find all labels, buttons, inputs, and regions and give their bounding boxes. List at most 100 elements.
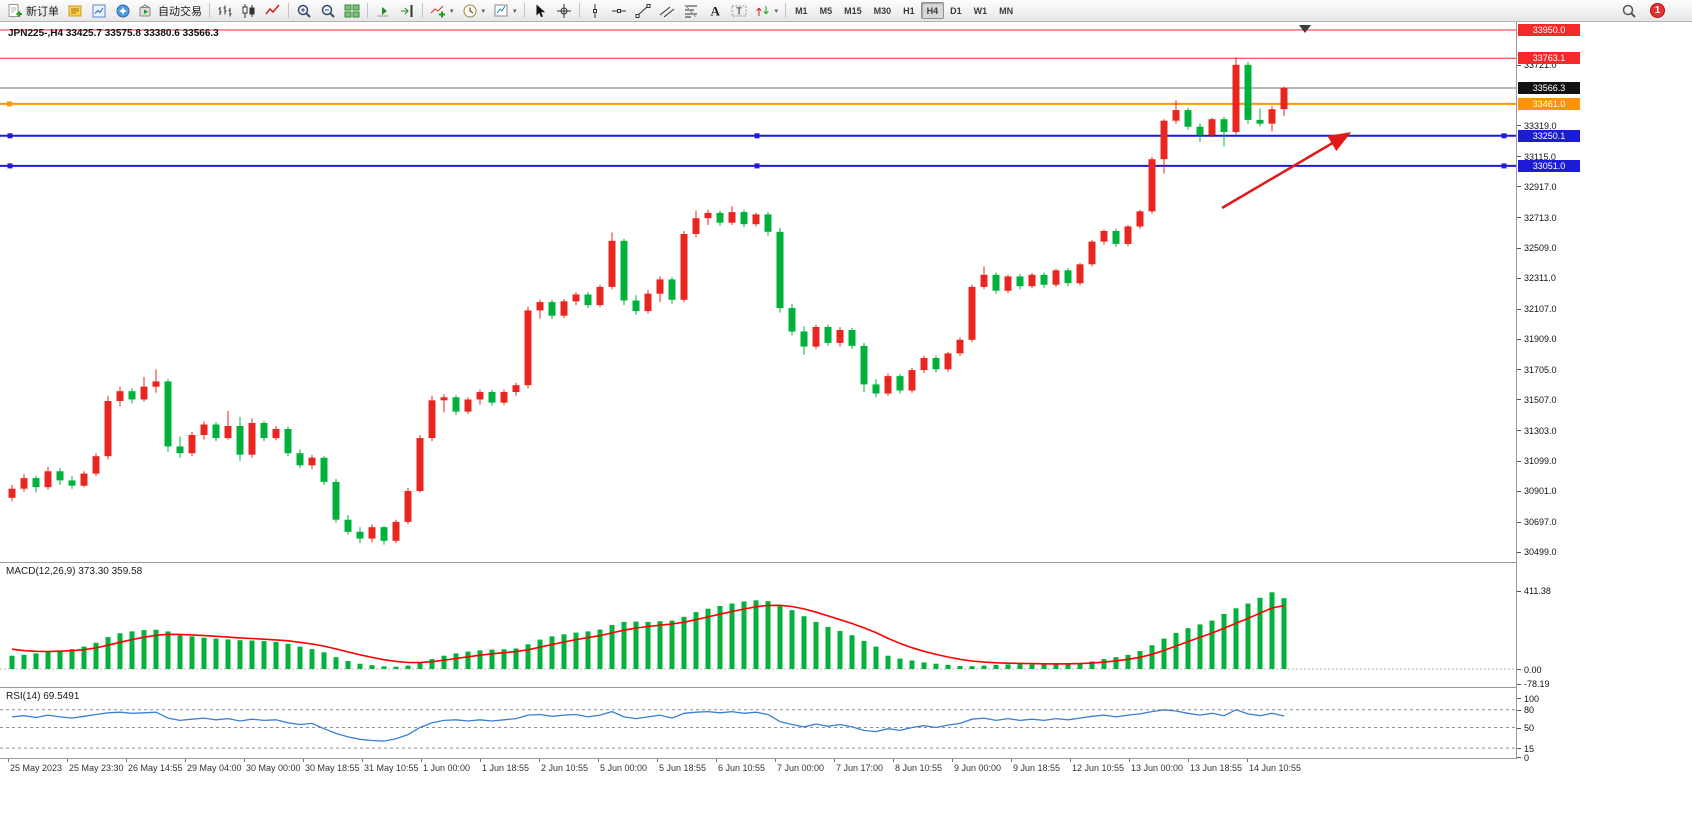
- metaeditor-button[interactable]: [63, 1, 87, 20]
- rsi-scale-label: 15: [1524, 743, 1535, 754]
- equidistant-channel-button[interactable]: [655, 1, 679, 20]
- market-watch-button[interactable]: [87, 1, 111, 20]
- toolbar-separator: [523, 3, 525, 18]
- line-handle[interactable]: [7, 101, 12, 107]
- chart-shift-button[interactable]: [395, 1, 419, 20]
- price-axis-label: 30697.0: [1524, 517, 1557, 528]
- timeframe-d1-button[interactable]: D1: [950, 5, 962, 16]
- line-handle[interactable]: [1501, 133, 1507, 139]
- timeframe-h1-button[interactable]: H1: [903, 5, 915, 16]
- price-axis-label: 33721.0: [1524, 60, 1557, 71]
- line-handle[interactable]: [754, 163, 760, 169]
- price-axis-label: 31909.0: [1524, 334, 1557, 344]
- navigator-button[interactable]: [111, 1, 135, 20]
- horizontal-lines: [0, 29, 1516, 169]
- timeframe-m30-button[interactable]: M30: [873, 5, 892, 16]
- periods-button[interactable]: ▾: [458, 1, 490, 20]
- chart-shift-marker[interactable]: [1299, 25, 1311, 33]
- macd-canvas[interactable]: [0, 563, 1516, 687]
- cursor-icon: [532, 3, 548, 19]
- templates-button[interactable]: ▾: [489, 1, 521, 20]
- line-handle[interactable]: [754, 133, 760, 139]
- price-badge-33950: 33950.0: [1518, 24, 1580, 36]
- price-axis-label: 32311.0: [1524, 273, 1556, 284]
- rsi-line: [11, 709, 1285, 742]
- arrows-button[interactable]: ▾: [751, 1, 783, 20]
- timeframe-m15-button[interactable]: M15: [844, 5, 862, 16]
- autotrading-button[interactable]: 自动交易: [135, 1, 206, 20]
- time-axis-label: 13 Jun 00:00: [1131, 763, 1184, 773]
- time-axis-label: 26 May 14:55: [128, 763, 183, 773]
- chevron-down-icon: ▾: [513, 7, 517, 15]
- timeframe-w1-button[interactable]: W1: [973, 5, 988, 16]
- rsi-panel: RSI(14) 69.5491: [0, 688, 1516, 758]
- bar-chart-button[interactable]: [213, 1, 237, 20]
- search-button[interactable]: [1617, 1, 1641, 20]
- clock-icon: [462, 3, 478, 19]
- chevron-down-icon: ▾: [774, 7, 779, 15]
- timeframe-m1-button[interactable]: M1: [795, 5, 808, 16]
- time-axis-label: 9 Jun 00:00: [954, 763, 1002, 773]
- panel-separator[interactable]: [0, 758, 1692, 759]
- fibonacci-button[interactable]: [679, 1, 703, 20]
- bars-icon: [217, 3, 233, 19]
- price-axis-label: 31099.0: [1524, 456, 1557, 467]
- crosshair-button[interactable]: [552, 1, 576, 20]
- macd-scale-label: 411.38: [1524, 586, 1551, 597]
- trend-arrow-annotation[interactable]: [1221, 132, 1352, 210]
- line-handle[interactable]: [1501, 163, 1507, 169]
- rsi-canvas[interactable]: [0, 688, 1516, 758]
- indicators-button[interactable]: ▾: [426, 1, 458, 20]
- price-axis-label: 31507.0: [1524, 394, 1557, 405]
- toolbar: 新订单 自动交易 ▾ ▾ ▾ A T ▾ M1 M5 M15 M30 H1 H4 D1 W1 MN 1: [0, 0, 1692, 22]
- cursor-button[interactable]: [528, 1, 552, 20]
- time-axis-label: 8 Jun 10:55: [895, 763, 943, 773]
- macd-label: MACD(12,26,9) 373.30 359.58: [6, 566, 143, 577]
- line-handle[interactable]: [7, 163, 13, 169]
- timeframe-m5-button[interactable]: M5: [819, 5, 833, 16]
- template-icon: [493, 3, 509, 19]
- price-axis-label: 33115.0: [1524, 151, 1556, 162]
- text-label-button[interactable]: T: [727, 1, 751, 20]
- time-axis[interactable]: 25 May 2023 25 May 23:30 26 May 14:55 29 Ma…: [0, 759, 1516, 777]
- time-axis-label: 30 May 18:55: [305, 763, 360, 773]
- zoom-in-button[interactable]: [292, 1, 316, 20]
- zoom-out-button[interactable]: [316, 1, 340, 20]
- navigator-icon: [115, 3, 131, 19]
- toolbar-separator: [422, 3, 423, 18]
- price-axis-label: 31303.0: [1524, 425, 1557, 436]
- time-axis-label: 29 May 04:00: [187, 763, 242, 773]
- price-axis-label: 30499.0: [1524, 547, 1557, 558]
- macd-scale-label: -78.19: [1524, 679, 1550, 690]
- price-badge-33051: 33051.0: [1518, 159, 1580, 172]
- time-axis-label: 1 Jun 00:00: [423, 763, 471, 773]
- price-axis[interactable]: 33721.0 33319.0 33115.0 32917.0 32713.0 32509…: [1516, 22, 1692, 763]
- tile-windows-button[interactable]: [340, 1, 364, 20]
- trendline-button[interactable]: [631, 1, 655, 20]
- line-handle[interactable]: [7, 133, 13, 139]
- time-axis-label: 14 Jun 10:55: [1249, 763, 1302, 773]
- toolbar-separator: [288, 3, 289, 18]
- notification-badge[interactable]: 1: [1650, 3, 1665, 18]
- panel-separator[interactable]: [0, 562, 1692, 563]
- price-chart-canvas[interactable]: [0, 22, 1516, 562]
- vertical-line-button[interactable]: [583, 1, 607, 20]
- time-axis-label: 1 Jun 18:55: [482, 763, 530, 773]
- macd-scale-label: 0.00: [1524, 664, 1542, 675]
- auto-scroll-button[interactable]: [371, 1, 395, 20]
- price-axis-label: 32107.0: [1524, 304, 1557, 314]
- new-order-button[interactable]: 新订单: [3, 1, 63, 20]
- timeframe-h4-button[interactable]: H4: [920, 2, 945, 19]
- toolbar-separator: [578, 3, 580, 18]
- line-chart-button[interactable]: [261, 1, 285, 20]
- price-axis-label: 31705.0: [1524, 364, 1557, 375]
- time-axis-label: 13 Jun 18:55: [1190, 763, 1243, 773]
- candlestick-chart-button[interactable]: [237, 1, 261, 20]
- chevron-down-icon: ▾: [481, 7, 486, 15]
- arrows-icon: [755, 3, 771, 19]
- time-axis-label: 25 May 2023: [10, 763, 63, 773]
- text-button[interactable]: A: [703, 1, 727, 20]
- panel-separator[interactable]: [0, 687, 1692, 688]
- horizontal-line-button[interactable]: [607, 1, 631, 20]
- timeframe-mn-button[interactable]: MN: [999, 5, 1014, 16]
